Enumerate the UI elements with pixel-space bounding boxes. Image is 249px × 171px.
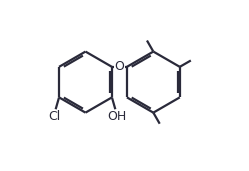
Text: OH: OH bbox=[107, 110, 127, 123]
Text: Cl: Cl bbox=[49, 110, 61, 123]
Text: O: O bbox=[115, 60, 124, 73]
